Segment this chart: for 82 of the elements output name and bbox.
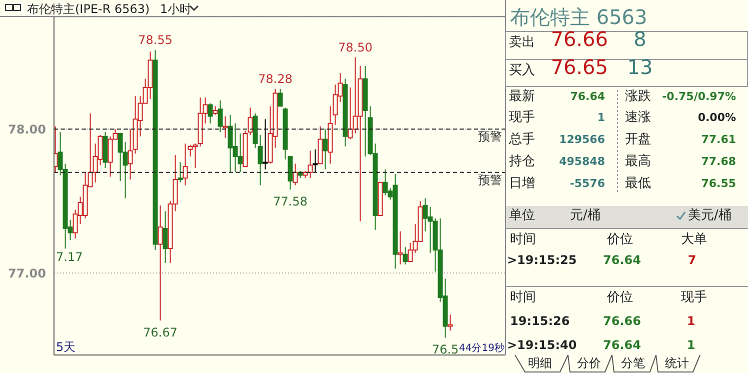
text: >19:15:40 (507, 338, 577, 352)
text: 分笔 (621, 356, 645, 370)
text: 最低 (625, 176, 651, 191)
text: 77.68 (701, 155, 736, 168)
candlestick (322, 128, 328, 170)
text: 76.55 (701, 177, 736, 190)
text: 现手 (681, 290, 707, 305)
text: 76.64 (603, 253, 641, 267)
candlestick (158, 204, 163, 321)
text: -5576 (570, 177, 606, 190)
text: 布伦特主 6563 (510, 5, 648, 29)
text: 1 (686, 338, 696, 352)
text: 76.66 (603, 314, 641, 328)
text: 持仓 (509, 154, 535, 169)
text: 涨跌 (625, 89, 651, 104)
text: 13 (627, 55, 653, 79)
text: 19:15:26 (510, 314, 570, 328)
text: 大单 (681, 232, 707, 247)
chart-title: 布伦特主(IPE-R 6563) (27, 1, 150, 18)
text: 时间 (510, 232, 536, 247)
text: 现手 (509, 110, 535, 125)
ref-line-label: 预警 (478, 172, 502, 187)
text: 元/桶 (570, 208, 600, 223)
text: >19:15:25 (507, 253, 577, 267)
text: 76.64 (570, 90, 606, 103)
candlestick (292, 163, 298, 186)
text: 76.64 (603, 338, 641, 352)
text: 开盘 (625, 132, 651, 147)
text: 总手 (508, 132, 535, 147)
text: 76.66 (550, 27, 608, 51)
annotation: 76.67 (143, 325, 178, 340)
text: 卖出 (509, 35, 535, 50)
annotation: 78.28 (258, 72, 292, 86)
candlestick (308, 150, 313, 179)
text: 统计 (665, 356, 689, 370)
text: 1 (686, 314, 696, 328)
text: 8 (634, 27, 646, 51)
text: 单位 (509, 208, 535, 223)
text: 最高 (625, 153, 651, 169)
chart-subtitle: 1小时 (160, 1, 192, 18)
text: 1 (597, 111, 605, 124)
candlestick (398, 230, 403, 265)
text: 日增 (509, 176, 535, 191)
text: -0.75/0.97% (662, 90, 736, 103)
candlestick (278, 88, 283, 107)
text: 速涨 (625, 110, 651, 125)
text: 分价 (577, 356, 601, 370)
y-tick-label: 77.00 (8, 266, 46, 280)
annotation: 7.17 (56, 250, 83, 264)
text: 76.65 (550, 55, 608, 79)
text: 买入 (509, 63, 535, 78)
text: 明细 (528, 356, 552, 370)
text: 495848 (559, 155, 605, 168)
text: 时间 (510, 290, 536, 305)
annotation: 76.5 (432, 342, 459, 357)
annotation: 78.55 (138, 33, 172, 48)
candlestick (54, 126, 58, 173)
annotation: 78.50 (338, 40, 372, 54)
candlestick (178, 162, 183, 183)
candlestick (128, 128, 133, 180)
text: 0.00% (698, 111, 736, 124)
text: 77.61 (701, 133, 736, 146)
candlestick (218, 100, 223, 133)
text: 129566 (559, 133, 606, 146)
candlestick (248, 107, 253, 136)
text: 最新 (509, 89, 535, 104)
candlestick (402, 246, 408, 265)
text: 7 (688, 253, 696, 267)
candlestick (182, 143, 188, 186)
candlestick (312, 148, 318, 173)
candlestick (162, 210, 168, 264)
ref-line-label: 预警 (478, 130, 502, 144)
text: 价位 (606, 290, 633, 305)
text: 美元/桶 (688, 207, 732, 223)
y-tick-label: 78.00 (8, 122, 46, 136)
annotation: 77.58 (273, 194, 308, 209)
text: 44分19秒 (459, 342, 504, 355)
candlestick (208, 102, 213, 124)
candlestick (262, 118, 268, 170)
text: 价位 (606, 232, 633, 247)
annotation: 5天 (56, 339, 76, 356)
candlestick (258, 134, 263, 186)
